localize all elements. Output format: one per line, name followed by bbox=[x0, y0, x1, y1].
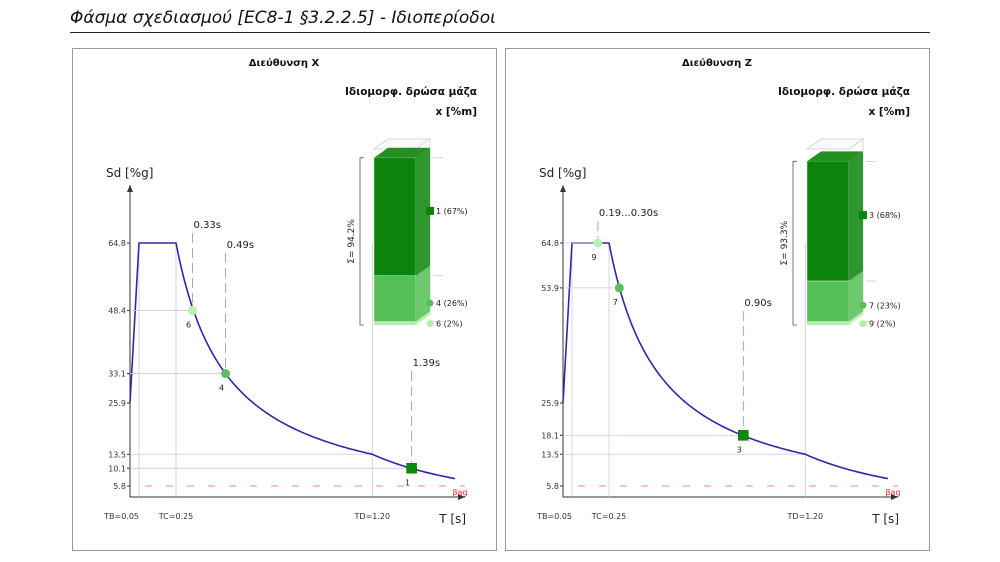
y-tick-label: 33.1 bbox=[108, 370, 126, 379]
mass-segment-marker bbox=[859, 320, 867, 328]
mass-segment-label: 6 (2%) bbox=[436, 320, 463, 329]
mass-sum-label: Σ= 94.2% bbox=[347, 219, 357, 264]
mass-segment-label: 1 (67%) bbox=[436, 207, 468, 216]
mass-segment-label: 3 (68%) bbox=[869, 211, 901, 220]
x-tick-label: TB=0.05 bbox=[536, 512, 572, 521]
mass-segment-marker bbox=[859, 301, 867, 309]
period-marker bbox=[188, 306, 198, 316]
mass-title-unit: x [%m] bbox=[869, 106, 911, 118]
period-marker bbox=[738, 430, 749, 441]
y-tick-label: 13.5 bbox=[108, 450, 126, 459]
y-tick-label: 25.9 bbox=[108, 399, 126, 408]
mass-segment-side bbox=[849, 311, 863, 325]
y-tick-label: 53.9 bbox=[541, 284, 559, 293]
chart-panel-x: Διεύθυνση X Sd [%g] T [s] 64.8 48.4 33.1 25.9 1… bbox=[72, 48, 497, 551]
mode-label: 4 bbox=[219, 384, 224, 393]
mass-column-top bbox=[805, 138, 865, 150]
floor-label: βag bbox=[885, 488, 900, 497]
mass-column-fill-top bbox=[374, 147, 430, 158]
x-axis-label: T [s] bbox=[438, 512, 466, 526]
mode-label: 1 bbox=[405, 478, 410, 487]
mass-segment bbox=[806, 161, 850, 282]
period-marker bbox=[221, 369, 231, 379]
chart-panel-z: Διεύθυνση Z Sd [%g] T [s] 64.8 53.9 25.9 18.1 1… bbox=[505, 48, 930, 551]
y-tick-label: 48.4 bbox=[108, 307, 126, 316]
floor-label: βag bbox=[452, 488, 467, 497]
mass-segment-side bbox=[849, 151, 863, 281]
mode-label: 6 bbox=[186, 321, 191, 330]
spectrum-chart-z: Διεύθυνση Z Sd [%g] T [s] 64.8 53.9 25.9 18.1 1… bbox=[536, 57, 911, 526]
mass-sum-bracket bbox=[359, 157, 364, 326]
mass-segment-marker bbox=[426, 320, 434, 328]
mass-segment-label: 4 (26%) bbox=[436, 299, 468, 308]
y-axis-arrow bbox=[127, 185, 133, 192]
x-axis-arrow bbox=[458, 494, 465, 500]
y-axis-label: Sd [%g] bbox=[106, 166, 153, 180]
mode-label: 9 bbox=[591, 253, 596, 262]
mass-segment bbox=[806, 280, 850, 322]
mass-column-top bbox=[372, 138, 432, 150]
mass-segment bbox=[373, 275, 417, 322]
mass-segment-marker bbox=[426, 206, 434, 215]
x-tick-label: TD=1.20 bbox=[787, 512, 824, 521]
mass-segment-side bbox=[416, 265, 430, 322]
y-tick-label: 13.5 bbox=[541, 450, 559, 459]
period-label: 0.90s bbox=[744, 298, 771, 309]
chart-title: Διεύθυνση X bbox=[249, 57, 320, 69]
mass-segment-side bbox=[849, 271, 863, 322]
period-label: 0.49s bbox=[227, 240, 254, 251]
mass-title-unit: x [%m] bbox=[436, 106, 478, 118]
period-label: 0.33s bbox=[194, 220, 221, 231]
x-tick-label: TD=1.20 bbox=[354, 512, 391, 521]
y-tick-label: 64.8 bbox=[541, 239, 559, 248]
x-tick-label: TB=0.05 bbox=[103, 512, 139, 521]
mass-title: Ιδιομορφ. δρώσα μάζα bbox=[778, 86, 910, 98]
mass-title: Ιδιομορφ. δρώσα μάζα bbox=[345, 86, 477, 98]
mass-segment-side bbox=[416, 147, 430, 276]
y-axis-label: Sd [%g] bbox=[539, 166, 586, 180]
y-axis-arrow bbox=[560, 185, 566, 192]
y-tick-label: 25.9 bbox=[541, 399, 559, 408]
y-tick-label: 5.8 bbox=[546, 482, 559, 491]
page-title: Φάσμα σχεδιασμού [EC8-1 §3.2.2.5] - Ιδιο… bbox=[70, 8, 496, 28]
y-tick-label: 64.8 bbox=[108, 239, 126, 248]
mass-segment-marker bbox=[859, 211, 867, 220]
mass-column-fill-top bbox=[807, 151, 863, 162]
mass-segment bbox=[373, 321, 417, 326]
y-tick-label: 10.1 bbox=[108, 464, 126, 473]
period-label: 0.19...0.30s bbox=[599, 208, 658, 219]
mass-sum-label: Σ= 93.3% bbox=[780, 220, 790, 265]
mode-label: 3 bbox=[737, 445, 742, 454]
x-axis-arrow bbox=[891, 494, 898, 500]
chart-title: Διεύθυνση Z bbox=[682, 57, 752, 69]
x-tick-label: TC=0.25 bbox=[591, 512, 627, 521]
y-tick-label: 18.1 bbox=[541, 431, 559, 440]
period-label: 1.39s bbox=[413, 358, 440, 369]
title-divider bbox=[70, 32, 930, 33]
mode-label: 7 bbox=[613, 298, 618, 307]
mass-segment-side bbox=[416, 311, 430, 325]
y-tick-label: 5.8 bbox=[113, 482, 126, 491]
mass-sum-bracket bbox=[792, 160, 797, 326]
mass-segment bbox=[373, 157, 417, 276]
period-marker bbox=[406, 463, 417, 474]
x-axis-label: T [s] bbox=[871, 512, 899, 526]
mass-segment-marker bbox=[426, 299, 434, 307]
period-marker bbox=[593, 238, 603, 248]
x-tick-label: TC=0.25 bbox=[158, 512, 194, 521]
mass-segment-label: 7 (23%) bbox=[869, 301, 901, 310]
period-marker bbox=[614, 283, 624, 293]
mass-segment bbox=[806, 321, 850, 326]
mass-segment-label: 9 (2%) bbox=[869, 320, 896, 329]
spectrum-chart-x: Διεύθυνση X Sd [%g] T [s] 64.8 48.4 33.1 25.9 1… bbox=[103, 57, 478, 526]
